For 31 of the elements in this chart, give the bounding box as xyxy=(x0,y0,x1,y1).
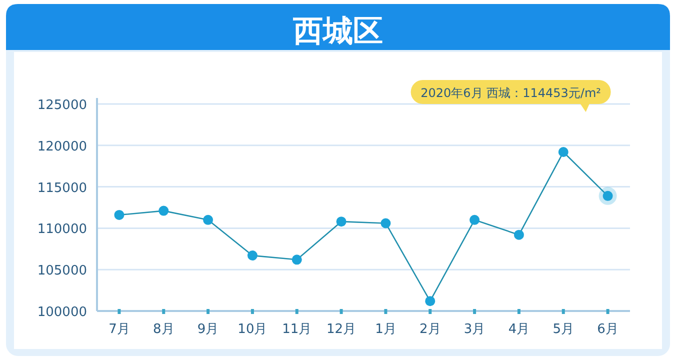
point xyxy=(292,254,302,265)
point xyxy=(247,250,258,261)
y-tick-label: 105000 xyxy=(37,264,87,279)
point xyxy=(380,218,391,228)
x-tick-label: 9月 xyxy=(197,322,219,337)
point xyxy=(114,210,124,220)
y-tick-label: 120000 xyxy=(37,139,87,154)
point xyxy=(336,216,346,227)
y-tick-label: 115000 xyxy=(37,180,87,196)
x-tick-label: 6月 xyxy=(597,322,618,337)
point xyxy=(203,214,214,225)
x-tick-label: 5月 xyxy=(552,322,574,337)
y-tick-label: 100000 xyxy=(37,305,87,320)
x-tick-label: 1月 xyxy=(375,322,396,337)
point xyxy=(558,147,568,158)
x-tick-label: 7月 xyxy=(108,322,130,337)
point xyxy=(514,230,524,240)
y-tick-label: 110000 xyxy=(37,222,87,238)
x-tick-label: 3月 xyxy=(464,322,486,337)
point xyxy=(158,206,169,216)
x-tick-label: 8月 xyxy=(152,322,174,337)
x-tick-label: 2月 xyxy=(419,322,441,337)
text: 2020年6月 西城：114453元/m² xyxy=(420,86,602,100)
point xyxy=(470,214,480,225)
x-tick-label: 12月 xyxy=(326,322,356,337)
y-tick-label: 125000 xyxy=(37,98,87,113)
x-tick-label: 10月 xyxy=(238,322,268,337)
chart-title: 西城区 xyxy=(292,14,383,49)
x-tick-label: 4月 xyxy=(508,322,530,337)
point xyxy=(425,296,436,306)
x-tick-label: 11月 xyxy=(282,322,312,337)
